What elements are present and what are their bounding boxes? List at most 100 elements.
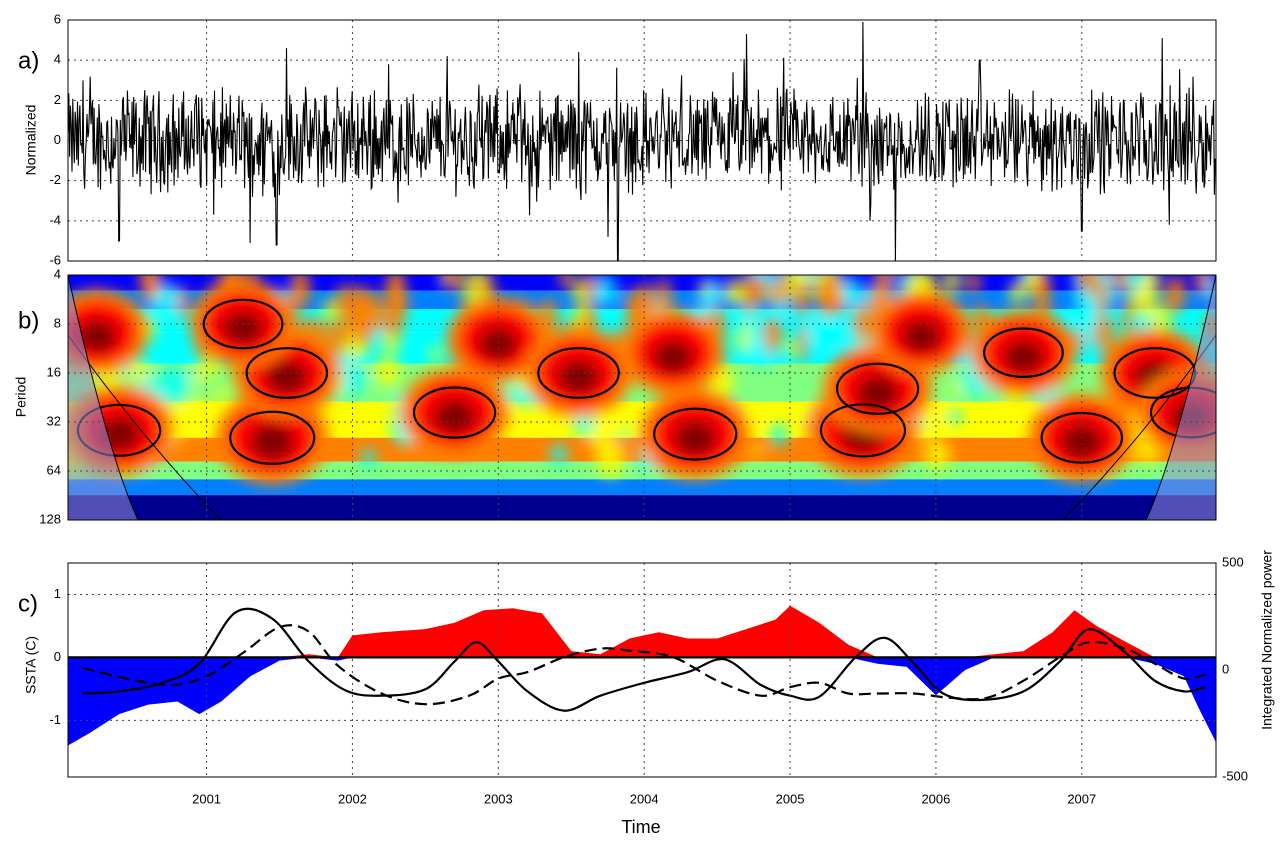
panel-b-noise-blob: [374, 355, 400, 387]
panel-b-plot: [68, 275, 1216, 520]
panel-b-noise-blob: [214, 387, 229, 405]
panel-c-xlabel: Time: [621, 817, 660, 837]
panel-c-xtick-label: 2003: [484, 791, 513, 806]
panel-a-ytick-label: 6: [54, 11, 61, 26]
panel-b-noise-blob: [838, 277, 866, 311]
panel-a-ylabel: Normalized: [23, 105, 39, 176]
panel-b-power-core: [250, 423, 295, 460]
panel-b-noise-blob: [441, 275, 461, 291]
panel-b-noise-blob: [1008, 281, 1026, 303]
panel-b-noise-blob: [753, 445, 764, 458]
panel-a-ytick-label: -6: [49, 252, 61, 267]
panel-b-noise-blob: [1165, 279, 1186, 314]
panel-b-noise-blob: [803, 316, 827, 346]
panel-b-band: [68, 479, 1216, 496]
panel-b-noise-blob: [1077, 275, 1099, 294]
panel-b-noise-blob: [966, 275, 981, 294]
panel-b-noise-blob: [559, 275, 573, 289]
panel-b-power-core: [1060, 424, 1103, 459]
panel-b-noise-blob: [793, 284, 810, 317]
panel-b-power-core: [478, 327, 519, 360]
panel-a-ytick-label: 0: [54, 132, 61, 147]
panel-c-xtick-label: 2002: [338, 791, 367, 806]
panel-b-noise-blob: [356, 305, 368, 336]
panel-b-ytick-label: 8: [54, 315, 61, 330]
panel-c-xtick-label: 2005: [776, 791, 805, 806]
panel-b-noise-blob: [698, 281, 711, 297]
panel-b-noise-blob: [1110, 275, 1130, 288]
panel-b-power-core: [557, 359, 600, 395]
panel-b-coi-edge-right: [1145, 275, 1216, 520]
panel-b-significance-contour: [537, 347, 620, 399]
panel-b-noise-blob: [360, 447, 377, 468]
panel-b-noise-blob: [199, 355, 217, 378]
panel-b-noise-blob: [797, 323, 809, 363]
panel-c-xtick-label: 2007: [1067, 791, 1096, 806]
panel-b-noise-blob: [926, 404, 944, 426]
panel-b-noise-blob: [765, 320, 779, 356]
panel-b-noise-blob: [140, 275, 159, 302]
panel-a-ytick-label: -4: [49, 212, 61, 227]
panel-c-ylabel: SSTA (C): [23, 636, 39, 694]
panel-b-band: [68, 495, 1216, 520]
panel-c-label: c): [18, 590, 38, 617]
panel-b-noise-blob: [1195, 275, 1209, 297]
panel-b-noise-blob: [152, 295, 165, 311]
panel-b-noise-blob: [1149, 306, 1172, 334]
panel-b-noise-blob: [924, 438, 951, 471]
panel-a-ytick-label: -2: [49, 172, 61, 187]
panel-b-noise-blob: [852, 303, 874, 341]
panel-c-ssta-positive-area: [68, 605, 1216, 658]
panel-b-noise-blob: [947, 407, 962, 425]
panel-b-noise-blob: [640, 281, 655, 325]
panel-c-ytick-label: 0: [54, 649, 61, 664]
panel-b-noise-blob: [322, 298, 339, 320]
panel-b-noise-blob: [583, 275, 596, 299]
panel-b-noise-blob: [191, 372, 203, 387]
panel-b-noise-blob: [185, 398, 211, 431]
panel-b-noise-blob: [747, 414, 760, 429]
panel-a-label: a): [18, 47, 39, 74]
panel-b-significance-contour: [983, 327, 1064, 378]
panel-b-noise-blob: [130, 361, 149, 384]
panel-b-power-core: [222, 311, 264, 345]
panel-b-noise-blob: [429, 346, 442, 362]
panel-a: 6 4 2 0 -2 -4 -6 Normalized a): [18, 11, 1217, 267]
panel-c-ytick-label: -1: [49, 712, 61, 727]
panel-a-signal-line: [68, 21, 1216, 261]
panel-b-noise-blob: [942, 275, 962, 294]
panel-b-coi-right: [1146, 275, 1216, 520]
panel-b-power-core: [77, 320, 117, 353]
panel-b-noise-blob: [595, 440, 626, 478]
panel-b-power-core: [856, 375, 899, 411]
panel-b-power-core: [673, 420, 717, 456]
panel-b-noise-blob: [619, 427, 630, 441]
panel-b-noise-blob: [784, 339, 798, 357]
panel-b-significance-contour: [819, 403, 907, 458]
panel-b-noise-blob: [156, 365, 188, 405]
panel-b-coi-left: [68, 275, 138, 520]
panel-c-plot: [68, 605, 1216, 746]
panel-b-significance-contour: [229, 410, 316, 465]
panel-b-ytick-label: 64: [47, 462, 61, 477]
panel-b-power-core: [433, 399, 476, 434]
panel-c-xtick-label: 2001: [192, 791, 221, 806]
panel-b-significance-contour: [835, 362, 920, 415]
panel-b-noise-blob: [1095, 279, 1109, 316]
panel-c-power-line-solid: [82, 607, 1207, 712]
panel-a-ytick-label: 2: [54, 92, 61, 107]
panel-c-y2tick-label: 500: [1222, 554, 1244, 569]
panel-b-noise-blob: [769, 423, 789, 448]
panel-b-noise-blob: [385, 275, 406, 317]
panel-b-power-core: [653, 340, 694, 374]
panel-b-noise-blob: [772, 280, 787, 306]
panel-c-y2tick-label: 0: [1222, 661, 1229, 676]
panel-b-coi-edge-left: [68, 275, 139, 520]
panel-b-noise-blob: [1141, 442, 1160, 465]
panel-c-y2tick-label: -500: [1222, 768, 1248, 783]
panel-b-noise-blob: [1145, 275, 1160, 288]
panel-b-noise-blob: [751, 277, 770, 304]
panel-b-ylabel: Period: [13, 377, 29, 417]
